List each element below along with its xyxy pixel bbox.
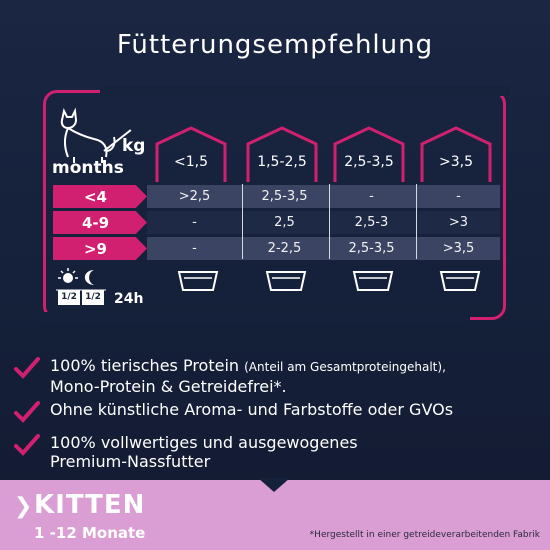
portion-half: 1/2 [82, 290, 104, 305]
column-divider [329, 184, 330, 259]
bowl-icon [352, 271, 394, 291]
feature-text: 100% tierisches Protein (Anteil am Gesam… [50, 356, 520, 396]
table-cell: 2-2,5 [267, 241, 302, 256]
months-label: months [52, 158, 124, 178]
kg-label: kg [122, 136, 146, 156]
check-icon [14, 357, 40, 379]
table-cell: 2,5-3,5 [261, 189, 308, 204]
footnote: *Hergestellt in einer getreideverarbeite… [309, 530, 540, 540]
table-row [147, 185, 500, 208]
feature-main-text: 100% vollwertiges und ausgewogenes [50, 433, 358, 452]
column-header-label: 1,5-2,5 [257, 154, 307, 170]
column-divider [416, 184, 417, 259]
feature-text: Ohne künstliche Aroma- und Farbstoffe od… [50, 400, 520, 419]
column-divider [242, 184, 243, 259]
column-header: >3,5 [420, 126, 492, 184]
cat-icon [60, 107, 116, 163]
portion-half: 1/2 [58, 290, 80, 305]
feature-second-line: Premium-Nassfutter [50, 452, 211, 471]
check-icon [14, 434, 40, 456]
feature-main-text: 100% tierisches Protein [50, 356, 245, 375]
column-header-label: <1,5 [174, 154, 208, 170]
column-header-label: 2,5-3,5 [344, 154, 394, 170]
row-label: <4 [53, 185, 147, 208]
table-cell: >3 [448, 215, 469, 230]
row-label: 4-9 [53, 211, 147, 234]
table-cell: >2,5 [178, 189, 211, 204]
column-header: <1,5 [155, 126, 227, 184]
column-header-label: >3,5 [439, 154, 473, 170]
table-cell: >3,5 [442, 241, 475, 256]
table-cell: - [192, 241, 197, 256]
bowl-icon [439, 271, 481, 291]
table-cell: - [369, 189, 374, 204]
table-row [147, 211, 500, 234]
row-label-text: >9 [83, 240, 107, 258]
feature-main-text: Ohne künstliche Aroma- und Farbstoffe od… [50, 400, 454, 419]
table-cell: 2,5-3,5 [348, 241, 395, 256]
table-cell: 2,5 [274, 215, 295, 230]
column-header: 1,5-2,5 [246, 126, 318, 184]
bowl-icon [265, 271, 307, 291]
table-cell: - [456, 189, 461, 204]
row-label-text: 4-9 [81, 214, 110, 232]
bowl-icon [177, 271, 219, 291]
row-label: >9 [53, 237, 147, 260]
band-notch [258, 478, 290, 492]
table-cell: - [192, 215, 197, 230]
table-cell: 2,5-3 [354, 215, 389, 230]
chevron-right-icon: ❯ [14, 494, 33, 519]
table-row [147, 237, 500, 260]
row-label-text: <4 [83, 188, 107, 206]
feature-second-line: Mono-Protein & Getreidefrei*. [50, 377, 287, 396]
product-title: KITTEN [34, 490, 146, 520]
hours-label: 24h [114, 291, 144, 307]
page-title: Fütterungsempfehlung [116, 30, 434, 60]
product-age-range: 1 -12 Monate [34, 524, 146, 542]
check-icon [14, 401, 40, 423]
column-header: 2,5-3,5 [333, 126, 405, 184]
feature-text: 100% vollwertiges und ausgewogenes Premi… [50, 433, 520, 471]
feature-note: (Anteil am Gesamtproteingehalt), [244, 360, 446, 374]
